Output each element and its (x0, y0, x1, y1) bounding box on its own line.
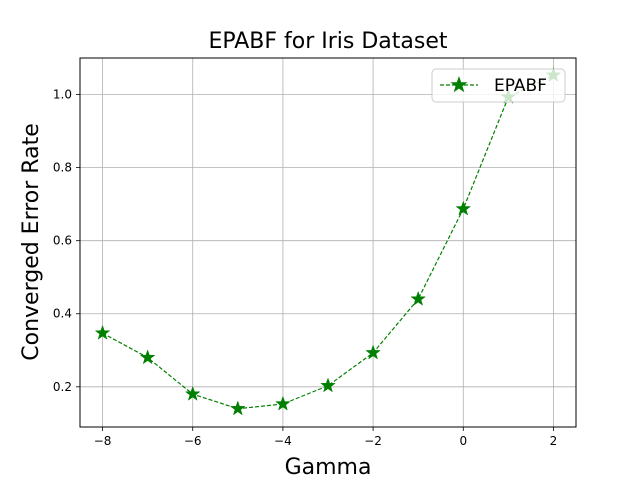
y-axis-label: Converged Error Rate (19, 123, 44, 361)
y-tick-label: 0.8 (53, 161, 72, 175)
data-point-marker (229, 400, 246, 416)
x-tick-label: −4 (274, 434, 292, 448)
plot-frame (79, 57, 577, 428)
data-point-marker (410, 290, 427, 306)
axis-ticks: −8 −6 −4 −2 0 2 0.2 0.4 0.6 0.8 1.0 (53, 88, 557, 448)
legend-label: EPABF (494, 76, 547, 96)
data-point-marker (139, 349, 156, 365)
x-tick-label: 2 (550, 434, 558, 448)
data-point-marker (365, 344, 381, 360)
data-point-marker (94, 324, 111, 340)
x-tick-label: 0 (459, 434, 467, 448)
series-line (102, 74, 554, 410)
data-point-marker (455, 200, 472, 216)
x-tick-label: −2 (364, 434, 382, 448)
data-point-marker (184, 385, 201, 401)
chart-title: EPABF for Iris Dataset (208, 29, 447, 54)
y-tick-label: 0.2 (53, 380, 72, 394)
y-tick-label: 0.4 (53, 307, 72, 321)
x-axis-label: Gamma (285, 455, 372, 480)
data-point-marker (275, 395, 291, 411)
legend-box (431, 68, 566, 103)
x-tick-label: −8 (94, 434, 112, 448)
legend-star-marker (450, 75, 468, 93)
y-tick-label: 1.0 (53, 88, 72, 102)
legend: EPABF (431, 68, 566, 103)
x-tick-label: −6 (184, 434, 202, 448)
data-point-marker (320, 377, 336, 393)
y-tick-label: 0.6 (53, 234, 72, 248)
